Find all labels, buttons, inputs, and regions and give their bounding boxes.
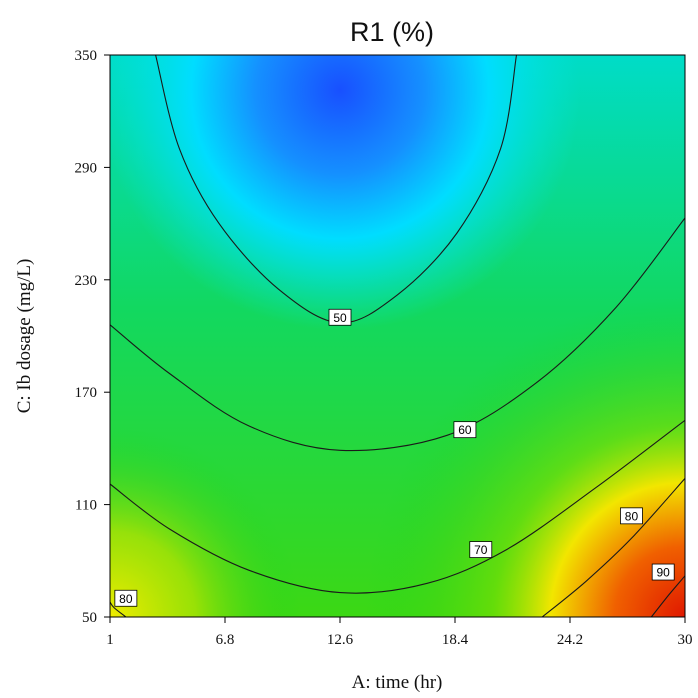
contour-line-80 bbox=[110, 601, 127, 617]
contour-label-text: 50 bbox=[333, 311, 347, 325]
contour-labels: 50 60 70 80 80 90 bbox=[114, 308, 675, 607]
x-tick-label: 12.6 bbox=[327, 632, 354, 648]
contour-line-70 bbox=[110, 419, 685, 594]
x-tick-label: 24.2 bbox=[557, 632, 583, 648]
contour-label-box bbox=[651, 563, 675, 581]
contour-label-text: 60 bbox=[458, 423, 472, 437]
plot-area: 50 60 70 80 80 90 bbox=[110, 55, 685, 617]
y-axis-label: C: Ib dosage (mg/L) bbox=[14, 259, 35, 414]
y-axis: 50 110 170 230 290 350 bbox=[75, 48, 110, 626]
chart-title: R1 (%) bbox=[350, 17, 434, 47]
x-tick-label: 1 bbox=[106, 632, 114, 648]
contour-label-80: 80 bbox=[114, 589, 138, 607]
contour-label-box bbox=[469, 541, 493, 558]
contour-label-50: 50 bbox=[328, 308, 352, 326]
contour-label-90: 90 bbox=[651, 563, 675, 581]
contour-label-box bbox=[620, 507, 643, 525]
y-tick-label: 50 bbox=[82, 610, 97, 626]
contour-label-60: 60 bbox=[453, 421, 477, 439]
x-axis-label: A: time (hr) bbox=[352, 672, 443, 693]
y-tick-label: 290 bbox=[75, 160, 98, 176]
contour-lines bbox=[110, 55, 685, 617]
x-axis: 1 6.8 12.6 18.4 24.2 30 bbox=[106, 617, 693, 648]
contour-label-box bbox=[328, 308, 352, 326]
y-tick-label: 170 bbox=[75, 385, 98, 401]
y-tick-label: 350 bbox=[75, 48, 98, 64]
contour-label-box bbox=[453, 421, 477, 439]
contour-label-80: 80 bbox=[620, 507, 643, 525]
x-tick-label: 18.4 bbox=[442, 632, 469, 648]
x-tick-label: 30 bbox=[678, 632, 693, 648]
x-tick-label: 6.8 bbox=[216, 632, 235, 648]
contour-label-text: 80 bbox=[119, 592, 133, 606]
heatmap-blue-region bbox=[110, 55, 685, 617]
plot-frame bbox=[109, 54, 686, 618]
contour-label-box bbox=[114, 589, 138, 607]
contour-line-90 bbox=[650, 575, 685, 617]
contour-label-text: 80 bbox=[625, 509, 639, 523]
y-tick-label: 230 bbox=[75, 273, 98, 289]
contour-label-70: 70 bbox=[469, 541, 493, 558]
y-tick-label: 110 bbox=[75, 498, 97, 514]
contour-label-text: 90 bbox=[657, 566, 671, 580]
contour-line-80 bbox=[541, 478, 685, 617]
contour-line-60 bbox=[110, 217, 685, 452]
contour-label-text: 70 bbox=[474, 543, 488, 557]
